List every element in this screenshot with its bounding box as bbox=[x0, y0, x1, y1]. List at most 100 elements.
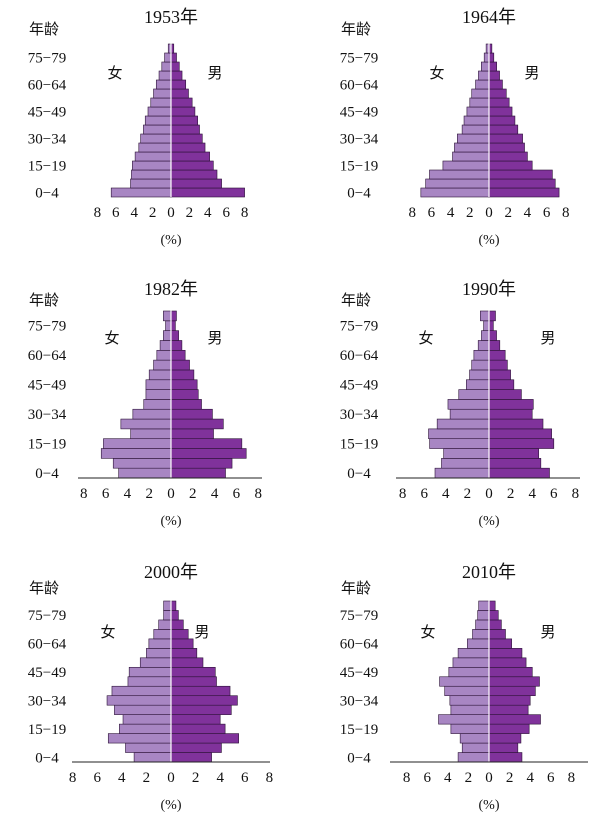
bar-female-60-64 bbox=[156, 349, 172, 361]
bar-male-40-44 bbox=[488, 676, 540, 687]
x-tick-label: 2 bbox=[192, 770, 200, 786]
age-axis-title: 年龄 bbox=[29, 21, 59, 38]
bar-female-55-59 bbox=[457, 648, 490, 659]
bar-female-0-4 bbox=[420, 187, 490, 198]
x-tick-label: 4 bbox=[447, 205, 455, 221]
x-tick-label: 4 bbox=[216, 770, 224, 786]
x-axis-unit: (%) bbox=[161, 798, 182, 813]
male-label: 男 bbox=[194, 625, 209, 641]
bar-male-60-64 bbox=[170, 638, 194, 649]
age-tick-label: 30−34 bbox=[340, 693, 379, 709]
bar-male-40-44 bbox=[488, 115, 516, 126]
age-tick-label: 15−19 bbox=[340, 722, 378, 738]
bar-male-50-54 bbox=[170, 369, 195, 381]
bar-male-25-29 bbox=[488, 418, 544, 430]
bar-male-25-29 bbox=[170, 418, 224, 430]
x-tick-label: 2 bbox=[143, 770, 151, 786]
bar-female-10-14 bbox=[429, 169, 490, 180]
bar-male-10-14 bbox=[488, 169, 553, 180]
male-label: 男 bbox=[207, 66, 222, 82]
bar-male-45-49 bbox=[488, 106, 513, 117]
bar-male-40-44 bbox=[488, 389, 522, 400]
bar-male-25-29 bbox=[488, 142, 525, 153]
bar-female-45-49 bbox=[147, 106, 172, 117]
bar-female-50-54 bbox=[148, 369, 172, 381]
bar-male-30-34 bbox=[488, 408, 533, 420]
bar-female-25-29 bbox=[138, 142, 172, 153]
x-tick-label: 6 bbox=[112, 205, 120, 221]
bar-male-15-19 bbox=[170, 160, 214, 171]
x-tick-label: 8 bbox=[572, 486, 580, 502]
bar-male-10-14 bbox=[170, 448, 247, 459]
bar-male-40-44 bbox=[170, 115, 198, 126]
bar-female-5-9 bbox=[125, 742, 172, 753]
bar-male-55-59 bbox=[170, 359, 190, 371]
bar-male-65-69 bbox=[170, 70, 183, 81]
bar-male-5-9 bbox=[488, 178, 556, 189]
x-tick-label: 4 bbox=[442, 486, 450, 502]
x-tick-label: 4 bbox=[444, 770, 452, 786]
bar-female-15-19 bbox=[119, 723, 172, 734]
bar-female-20-24 bbox=[130, 428, 172, 440]
bar-female-45-49 bbox=[448, 666, 490, 678]
bar-female-0-4 bbox=[457, 752, 490, 763]
bar-female-75-79 bbox=[483, 320, 490, 331]
age-tick-label: 15−19 bbox=[28, 437, 66, 453]
bar-male-55-59 bbox=[488, 88, 507, 99]
bar-female-60-64 bbox=[475, 79, 490, 90]
chart-title: 2010年 bbox=[462, 562, 516, 582]
bar-female-40-44 bbox=[144, 115, 172, 126]
age-tick-label: 75−79 bbox=[28, 51, 66, 67]
x-tick-label: 4 bbox=[204, 205, 212, 221]
bar-male-35-39 bbox=[170, 399, 202, 410]
bar-male-15-19 bbox=[488, 438, 555, 449]
x-tick-label: 6 bbox=[428, 205, 436, 221]
male-label: 男 bbox=[540, 625, 555, 641]
bar-female-10-14 bbox=[131, 169, 172, 180]
x-tick-label: 4 bbox=[211, 486, 219, 502]
bar-female-65-69 bbox=[477, 340, 490, 351]
x-axis-unit: (%) bbox=[479, 233, 500, 248]
bar-female-40-44 bbox=[463, 115, 490, 126]
bar-female-25-29 bbox=[436, 418, 490, 430]
bar-male-25-29 bbox=[488, 704, 529, 715]
bar-male-70-74 bbox=[488, 330, 497, 341]
age-tick-label: 30−34 bbox=[28, 132, 67, 148]
bar-male-50-54 bbox=[488, 369, 511, 381]
bar-female-10-14 bbox=[107, 733, 172, 744]
bar-male-55-59 bbox=[170, 648, 198, 659]
bar-male-75-79 bbox=[488, 52, 495, 63]
female-label: 女 bbox=[107, 64, 122, 82]
x-tick-label: 8 bbox=[254, 486, 262, 502]
x-tick-label: 4 bbox=[524, 205, 532, 221]
age-tick-label: 15−19 bbox=[28, 722, 66, 738]
bar-female-20-24 bbox=[438, 714, 490, 725]
female-label: 女 bbox=[420, 623, 435, 641]
bar-female-45-49 bbox=[466, 379, 490, 390]
bar-male-0-4 bbox=[170, 467, 226, 479]
x-tick-label: 8 bbox=[568, 770, 576, 786]
bar-male-5-9 bbox=[170, 178, 222, 189]
bar-male-60-64 bbox=[170, 349, 186, 361]
male-label: 男 bbox=[207, 331, 222, 347]
age-tick-label: 45−49 bbox=[340, 665, 378, 681]
bar-male-30-34 bbox=[170, 408, 213, 420]
bar-female-15-19 bbox=[450, 723, 490, 734]
bar-female-65-69 bbox=[159, 340, 172, 351]
bar-male-75-79 bbox=[170, 320, 176, 331]
age-tick-label: 60−64 bbox=[340, 637, 379, 653]
bar-female-20-24 bbox=[452, 151, 490, 162]
bar-female-30-34 bbox=[140, 133, 172, 144]
bar-male-70-74 bbox=[488, 619, 502, 630]
age-tick-label: 15−19 bbox=[28, 159, 66, 175]
bar-female-50-54 bbox=[469, 369, 490, 381]
x-tick-label: 6 bbox=[93, 770, 101, 786]
bar-female-80+ bbox=[480, 310, 490, 322]
bar-female-25-29 bbox=[450, 704, 490, 715]
bar-female-40-44 bbox=[458, 389, 490, 400]
bar-male-5-9 bbox=[488, 458, 542, 469]
age-tick-label: 75−79 bbox=[340, 608, 378, 624]
x-tick-label: 0 bbox=[485, 770, 493, 786]
bar-female-75-79 bbox=[164, 52, 172, 63]
